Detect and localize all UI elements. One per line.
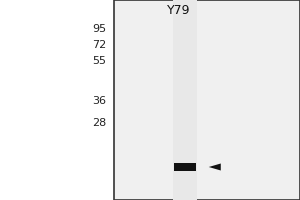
Text: 28: 28 bbox=[92, 118, 106, 128]
Text: 55: 55 bbox=[92, 56, 106, 66]
Text: 36: 36 bbox=[92, 96, 106, 106]
Bar bbox=[114, 0, 300, 200]
Text: 72: 72 bbox=[92, 40, 106, 50]
Polygon shape bbox=[209, 164, 221, 170]
Bar bbox=[174, 163, 196, 171]
Text: Y79: Y79 bbox=[167, 4, 190, 18]
Text: 95: 95 bbox=[92, 24, 106, 34]
Bar bbox=[172, 0, 197, 200]
